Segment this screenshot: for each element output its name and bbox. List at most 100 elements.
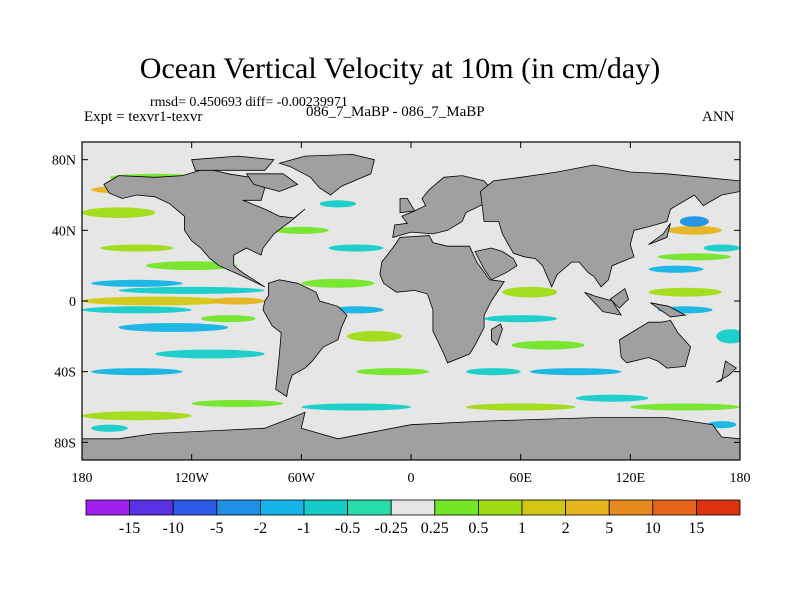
colorbar-swatch	[216, 499, 261, 516]
colorbar-label: -1	[297, 520, 310, 537]
colorbar-label: 15	[688, 520, 704, 537]
anomaly-feature	[575, 394, 649, 402]
land-mass	[262, 279, 348, 398]
colorbar-label: -0.25	[375, 520, 408, 537]
colorbar-swatch	[565, 499, 610, 516]
anomaly-feature	[209, 297, 265, 305]
anomaly-feature	[191, 399, 284, 408]
land-mass	[648, 223, 671, 245]
anomaly-feature	[82, 411, 192, 421]
anomaly-feature	[328, 244, 384, 252]
colorbar-label: -0.5	[335, 520, 360, 537]
anomaly-feature	[301, 278, 375, 288]
anomaly-feature	[716, 329, 740, 344]
x-tick-label: 120E	[616, 471, 646, 486]
colorbar-swatch	[434, 499, 479, 516]
colorbar-label: 2	[562, 520, 570, 537]
land-mass	[650, 302, 687, 318]
anomaly-feature	[703, 244, 740, 252]
land-mass	[277, 153, 375, 196]
land-mass	[82, 411, 740, 460]
y-tick-label: 40N	[52, 224, 76, 239]
x-tick-label: 60W	[288, 471, 316, 486]
anomaly-feature	[118, 323, 229, 332]
colorbar-swatch	[129, 499, 174, 516]
anomaly-feature	[118, 286, 265, 294]
anomaly-feature	[630, 403, 740, 411]
anomaly-feature	[91, 279, 183, 287]
experiment-label: Expt = texvr1-texvr	[84, 109, 203, 125]
colorbar-label: 0.5	[468, 520, 488, 537]
anomaly-feature	[82, 207, 156, 218]
colorbar-swatch	[303, 499, 348, 516]
land-mass	[618, 319, 692, 369]
colorbar-label: -10	[163, 520, 184, 537]
colorbar-swatch	[608, 499, 654, 516]
colorbar-swatch	[521, 499, 566, 516]
colorbar-label: -2	[254, 520, 267, 537]
land-layer	[82, 153, 740, 460]
x-tick-label: 120W	[175, 471, 210, 486]
stats-subtitle: rmsd= 0.450693 diff= -0.00239971	[150, 95, 348, 110]
land-mass	[609, 287, 629, 309]
y-tick-label: 80N	[52, 154, 76, 169]
anomaly-feature	[648, 287, 722, 297]
colorbar-swatch	[259, 499, 305, 516]
colorbar-swatch	[347, 499, 392, 516]
anomaly-feature	[648, 265, 704, 273]
anomaly-feature	[657, 253, 731, 261]
land-mass	[716, 360, 737, 383]
anomaly-feature	[91, 368, 183, 376]
y-tick-label: 40S	[54, 366, 76, 381]
anomaly-feature	[529, 368, 622, 376]
colorbar-swatch	[652, 499, 697, 516]
land-mass	[245, 173, 299, 192]
anomaly-feature	[347, 331, 402, 342]
land-mass	[480, 164, 740, 288]
land-mass	[191, 155, 275, 171]
anomaly-feature	[666, 225, 722, 235]
anomaly-feature	[301, 403, 411, 411]
x-tick-label: 180	[730, 471, 751, 486]
chart-title: Ocean Vertical Velocity at 10m (in cm/da…	[139, 52, 661, 85]
x-tick-label: 180	[72, 471, 93, 486]
plot-area	[82, 142, 740, 460]
land-mass	[392, 175, 494, 238]
colorbar-label: 0.25	[421, 520, 449, 537]
anomaly-feature	[502, 286, 558, 298]
land-mass	[399, 198, 416, 214]
anomaly-feature	[100, 244, 174, 252]
anomaly-feature	[319, 200, 357, 208]
anomaly-feature	[465, 368, 521, 376]
anomaly-feature	[707, 421, 737, 429]
anomaly-feature	[484, 315, 558, 323]
anomaly-feature	[356, 368, 430, 376]
anomaly-features	[82, 173, 740, 432]
colorbar-label: 10	[645, 520, 661, 537]
y-tick-label: 80S	[54, 436, 76, 451]
colorbar-label: -5	[210, 520, 223, 537]
anomaly-feature	[82, 306, 192, 314]
colorbar-label: 5	[605, 520, 613, 537]
colorbar-swatch	[477, 499, 523, 516]
anomaly-feature	[155, 349, 265, 359]
case-label: 086_7_MaBP - 086_7_MaBP	[306, 104, 485, 120]
anomaly-feature	[82, 296, 229, 306]
land-mass	[474, 247, 518, 281]
anomaly-feature	[145, 261, 238, 271]
colorbar-label: -15	[119, 520, 140, 537]
colorbar-swatch	[85, 499, 130, 516]
anomaly-feature	[200, 315, 256, 323]
colorbar: -15 -10 -5 -2 -1 -0.5 -0.25 0.25 0.5 1 2 5 10 15	[85, 499, 741, 537]
anomaly-feature	[465, 403, 576, 411]
colorbar-label: 1	[518, 520, 526, 537]
colorbar-swatch	[172, 499, 218, 516]
x-tick-label: 0	[408, 471, 415, 486]
colorbar-swatch	[696, 499, 741, 516]
land-mass	[379, 235, 505, 364]
anomaly-feature	[679, 216, 709, 227]
anomaly-feature	[91, 424, 128, 432]
anomaly-feature	[511, 340, 585, 350]
colorbar-swatch	[390, 499, 436, 516]
